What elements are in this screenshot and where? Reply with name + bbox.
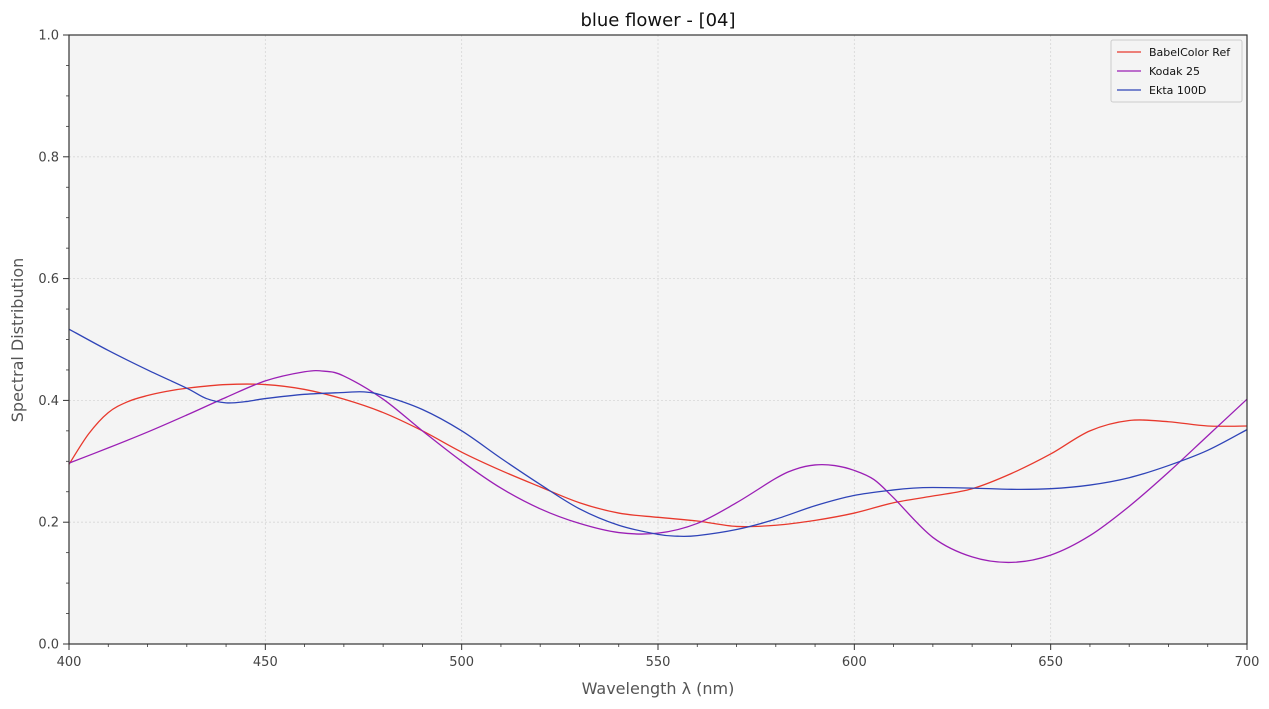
legend: BabelColor Ref Kodak 25 Ekta 100D (1110, 39, 1243, 103)
x-axis-label: Wavelength λ (nm) (582, 679, 735, 698)
legend-label-kodak-25: Kodak 25 (1149, 65, 1200, 78)
x-tick-label: 500 (449, 655, 474, 670)
x-tick-label: 700 (1235, 655, 1260, 670)
series-line-ekta-100d (68, 328, 1248, 538)
x-tick-labels: 400 450 500 550 600 650 700 (57, 655, 1260, 670)
y-tick-label: 0.4 (38, 394, 59, 409)
series-line-babelcolor-ref (68, 383, 1248, 528)
y-tick-label: 1.0 (38, 29, 59, 44)
x-tick-label: 650 (1038, 655, 1063, 670)
y-tick-label: 0.0 (38, 638, 59, 653)
y-tick-label: 0.8 (38, 150, 59, 165)
x-tick-label: 450 (253, 655, 278, 670)
x-tick-label: 550 (646, 655, 671, 670)
series-line-kodak-25 (68, 369, 1248, 564)
y-tick-label: 0.2 (38, 516, 59, 531)
x-tick-label: 600 (842, 655, 867, 670)
legend-label-ekta-100d: Ekta 100D (1149, 84, 1206, 97)
legend-label-babelcolor-ref: BabelColor Ref (1149, 46, 1231, 59)
x-tick-label: 400 (57, 655, 82, 670)
y-axis-label: Spectral Distribution (8, 258, 27, 422)
chart-title: blue flower - [04] (580, 10, 735, 31)
y-tick-label: 0.6 (38, 272, 59, 287)
axis-ticks (63, 34, 1248, 650)
legend-box (1110, 39, 1243, 103)
series-lines (68, 328, 1248, 564)
y-tick-labels: 0.0 0.2 0.4 0.6 0.8 1.0 (38, 29, 59, 653)
